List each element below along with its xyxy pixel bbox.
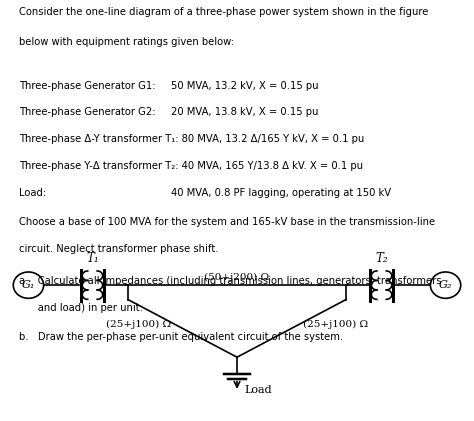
Text: b.   Draw the per-phase per-unit equivalent circuit of the system.: b. Draw the per-phase per-unit equivalen… <box>19 332 343 342</box>
Text: (25+j100) Ω: (25+j100) Ω <box>303 320 368 329</box>
Text: Choose a base of 100 MVA for the system and 165-kV base in the transmission-line: Choose a base of 100 MVA for the system … <box>19 217 435 227</box>
Text: (50+j200) Ω: (50+j200) Ω <box>204 273 270 282</box>
Text: 50 MVA, 13.2 kV, X = 0.15 pu: 50 MVA, 13.2 kV, X = 0.15 pu <box>171 80 318 91</box>
Text: G₁: G₁ <box>22 280 35 290</box>
Text: Load:: Load: <box>19 188 46 198</box>
Text: 20 MVA, 13.8 kV, X = 0.15 pu: 20 MVA, 13.8 kV, X = 0.15 pu <box>171 107 318 117</box>
Text: circuit. Neglect transformer phase shift.: circuit. Neglect transformer phase shift… <box>19 244 219 254</box>
Text: T₁: T₁ <box>86 252 99 264</box>
Text: Three-phase Generator G1:: Three-phase Generator G1: <box>19 80 155 91</box>
Text: below with equipment ratings given below:: below with equipment ratings given below… <box>19 37 234 47</box>
Text: Load: Load <box>244 385 272 395</box>
Text: a.   Calculate all impedances (including transmission lines, generators, transfo: a. Calculate all impedances (including t… <box>19 276 441 286</box>
Text: Three-phase Y-Δ transformer T₂: 40 MVA, 165 Y/13.8 Δ kV. X = 0.1 pu: Three-phase Y-Δ transformer T₂: 40 MVA, … <box>19 161 363 171</box>
Text: 40 MVA, 0.8 PF lagging, operating at 150 kV: 40 MVA, 0.8 PF lagging, operating at 150… <box>171 188 391 198</box>
Text: Three-phase Δ-Y transformer T₁: 80 MVA, 13.2 Δ/165 Y kV, X = 0.1 pu: Three-phase Δ-Y transformer T₁: 80 MVA, … <box>19 134 364 144</box>
Text: Consider the one-line diagram of a three-phase power system shown in the figure: Consider the one-line diagram of a three… <box>19 7 428 17</box>
Text: (25+j100) Ω: (25+j100) Ω <box>106 320 171 329</box>
Text: T₂: T₂ <box>375 252 388 264</box>
Text: G₂: G₂ <box>439 280 452 290</box>
Text: and load) in per unit.: and load) in per unit. <box>19 303 143 313</box>
Text: Three-phase Generator G2:: Three-phase Generator G2: <box>19 107 155 117</box>
